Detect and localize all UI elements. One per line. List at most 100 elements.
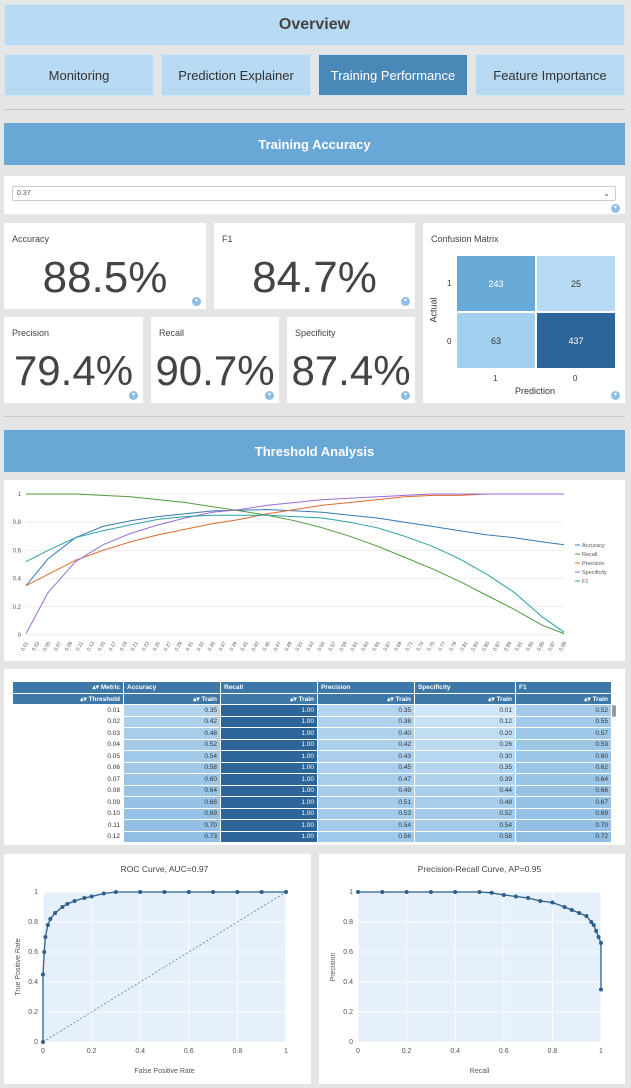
chart-title: Precision-Recall Curve, AP=0.95 (418, 864, 542, 874)
info-icon[interactable]: ▾ (611, 204, 620, 213)
metric-cell: 1.00 (220, 807, 318, 820)
column-header[interactable]: F1 (515, 681, 612, 694)
table-row[interactable]: 0.06 0.58 1.00 0.45 0.35 0.62 (12, 761, 612, 774)
x-tick-label: 0 (356, 1048, 360, 1055)
metric-cell: 1.00 (220, 715, 318, 728)
sub-header[interactable]: ▴▾ Train (515, 692, 612, 705)
column-header[interactable]: Precision (317, 681, 415, 694)
table-row[interactable]: 0.08 0.64 1.00 0.49 0.44 0.66 (12, 784, 612, 797)
metric-cell: 0.38 (317, 715, 415, 728)
threshold-cell: 0.06 (12, 761, 124, 774)
sub-header[interactable]: ▴▾ Train (123, 692, 221, 705)
plot-area (358, 892, 601, 1042)
roc-chart[interactable]: ROC Curve, AUC=0.97 0 0.2 0.4 0.6 0.8 1 0 0.2 0.4… (4, 854, 311, 1084)
training-accuracy-header[interactable]: Training Accuracy (4, 123, 625, 165)
sub-header[interactable]: ▴▾ Train (414, 692, 516, 705)
tab-label: Training Performance (330, 67, 456, 83)
curve-line (358, 891, 602, 990)
tab-feature-importance[interactable]: Feature Importance (475, 54, 625, 96)
column-header[interactable]: Specificity (414, 681, 516, 694)
series-line-f1 (25, 514, 565, 633)
metric-header[interactable]: ▴▾ Metric (12, 681, 124, 694)
y-axis-label: Precision (330, 953, 337, 982)
y-tick-label: 1 (18, 492, 22, 498)
metric-cell: 0.39 (414, 773, 516, 786)
threshold-select[interactable]: 0.37 ⌄ (12, 186, 616, 201)
x-tick-label: 0.59 (339, 641, 349, 653)
metric-cell: 0.20 (414, 727, 516, 740)
confusion-cell[interactable]: 25 (537, 256, 615, 311)
confusion-cell[interactable]: 243 (457, 256, 535, 311)
threshold-header[interactable]: ▴▾ Threshold (12, 692, 124, 705)
tab-training-performance[interactable]: Training Performance (318, 54, 468, 96)
curve-point (89, 894, 94, 899)
series-line-accuracy (25, 508, 565, 587)
info-icon[interactable]: ▾ (611, 391, 620, 400)
metric-cell: 0.48 (123, 727, 221, 740)
curve-point (211, 890, 216, 894)
column-header[interactable]: Recall (220, 681, 318, 694)
x-tick-label: 0.93 (525, 641, 535, 653)
table-row[interactable]: 0.10 0.69 1.00 0.53 0.52 0.69 (12, 807, 612, 820)
info-icon[interactable]: ▾ (401, 391, 410, 400)
overview-title: Overview (278, 16, 351, 33)
threshold-analysis-header[interactable]: Threshold Analysis (4, 430, 625, 472)
x-tick-label: 0.73 (415, 641, 425, 653)
column-header[interactable]: Accuracy (123, 681, 221, 694)
confusion-cell[interactable]: 63 (457, 313, 535, 368)
table-row[interactable]: 0.05 0.54 1.00 0.43 0.30 0.60 (12, 750, 612, 763)
recall-label: Recall (159, 328, 185, 338)
table-row[interactable]: 0.09 0.66 1.00 0.51 0.48 0.67 (12, 796, 612, 809)
sub-header-label: Train (201, 695, 217, 703)
y-tick-label: 1 (349, 889, 353, 896)
table-row[interactable]: 0.03 0.48 1.00 0.40 0.20 0.57 (12, 727, 612, 740)
table-row[interactable]: 0.01 0.35 1.00 0.35 0.01 0.52 (12, 704, 612, 717)
y-tick-label: 0 (18, 633, 22, 639)
section-title: Training Accuracy (258, 136, 371, 152)
metric-cell: 0.43 (317, 750, 415, 763)
table-row[interactable]: 0.07 0.60 1.00 0.47 0.39 0.64 (12, 773, 612, 786)
threshold-select-panel: 0.37 ⌄ ▾ (4, 176, 625, 214)
x-tick-label: 0.11 (75, 641, 85, 652)
x-tick-label: 0.09 (64, 641, 74, 653)
x-tick-label: 0.77 (437, 641, 447, 653)
x-tick-label: 0.67 (382, 641, 392, 653)
table-scrollbar[interactable] (612, 705, 616, 717)
confusion-col-label: 0 (573, 374, 578, 383)
info-icon[interactable]: ▾ (401, 297, 410, 306)
tab-monitoring[interactable]: Monitoring (4, 54, 154, 96)
pr-chart[interactable]: Precision-Recall Curve, AP=0.95 0 0.2 0.4 0.… (319, 854, 625, 1084)
info-icon[interactable]: ▾ (265, 391, 274, 400)
curve-point (48, 917, 53, 921)
sub-header[interactable]: ▴▾ Train (220, 692, 318, 705)
y-tick-label: 0.2 (28, 1009, 38, 1016)
tab-prediction-explainer[interactable]: Prediction Explainer (161, 54, 311, 96)
table-row[interactable]: 0.04 0.52 1.00 0.42 0.26 0.59 (12, 738, 612, 751)
table-row[interactable]: 0.11 0.70 1.00 0.54 0.54 0.70 (12, 819, 612, 832)
table-row[interactable]: 0.02 0.42 1.00 0.38 0.12 0.55 (12, 715, 612, 728)
roc-chart-card: ROC Curve, AUC=0.97 0 0.2 0.4 0.6 0.8 1 0 0.2 0.4… (4, 854, 311, 1084)
threshold-chart[interactable]: 00.20.40.60.810.01 0.03 0.05 0.07 0.09 0.11 0.… (4, 480, 625, 661)
curve-point (453, 890, 458, 894)
x-tick-label: 0.4 (135, 1048, 145, 1055)
curve-point (599, 941, 603, 945)
table-row[interactable]: 0.12 0.73 1.00 0.56 0.58 0.72 (12, 830, 612, 843)
curve-point (589, 920, 594, 924)
info-icon[interactable]: ▾ (192, 297, 201, 306)
metric-cell: 0.54 (414, 819, 516, 832)
info-icon[interactable]: ▾ (129, 391, 138, 400)
y-tick-label: 0.2 (343, 1009, 353, 1016)
y-tick-label: 0.6 (13, 548, 22, 554)
metric-cell: 0.60 (515, 750, 612, 763)
series-line-recall (26, 493, 565, 635)
metric-cell: 0.01 (414, 704, 516, 717)
confusion-ylabel: Actual (428, 297, 439, 323)
f1-value: 84.7% (252, 253, 377, 302)
confusion-cell[interactable]: 437 (537, 313, 615, 368)
sub-header[interactable]: ▴▾ Train (317, 692, 415, 705)
y-tick-label: 0.8 (343, 919, 353, 926)
curve-point (594, 929, 599, 933)
curve-point (596, 935, 601, 939)
threshold-cell: 0.03 (12, 727, 124, 740)
metric-cell: 0.52 (414, 807, 516, 820)
